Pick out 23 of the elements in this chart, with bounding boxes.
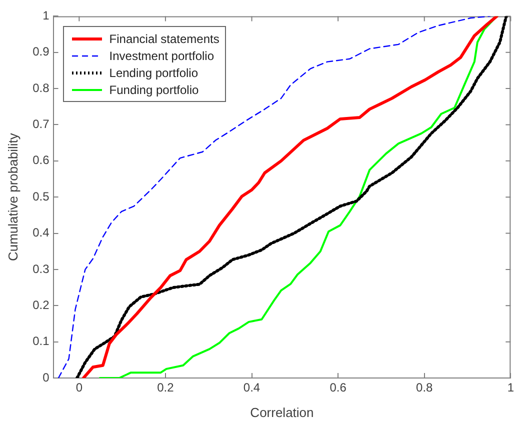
- y-tick-label: 0.3: [32, 262, 50, 276]
- legend-label: Lending portfolio: [109, 66, 198, 80]
- legend-label: Investment portfolio: [109, 48, 214, 63]
- x-tick-label: 0.6: [330, 380, 347, 395]
- x-tick-label: 0: [76, 380, 83, 395]
- y-tick-label: 0.6: [32, 153, 50, 168]
- legend-label: Funding portfolio: [109, 82, 199, 97]
- y-tick-label: 0.4: [32, 226, 50, 240]
- x-tick-label: 0.2: [157, 380, 174, 395]
- y-tick-label: 0.1: [32, 334, 50, 348]
- y-tick-label: 0: [42, 370, 50, 384]
- y-tick-label: 0.9: [32, 44, 50, 59]
- legend-label: Financial statements: [109, 32, 220, 46]
- x-tick-label: 0.4: [243, 380, 260, 395]
- y-tick-label: 0.5: [32, 189, 50, 204]
- y-tick-label: 1: [42, 8, 50, 23]
- y-axis-title: Cumulative probability: [5, 132, 20, 262]
- y-tick-label: 0.8: [32, 80, 50, 95]
- x-tick-label: 0.8: [416, 380, 434, 395]
- y-tick-label: 0.7: [32, 117, 50, 132]
- x-axis-title: Correlation: [250, 404, 314, 420]
- x-tick-label: 1: [507, 380, 514, 395]
- y-tick-label: 0.2: [32, 298, 50, 312]
